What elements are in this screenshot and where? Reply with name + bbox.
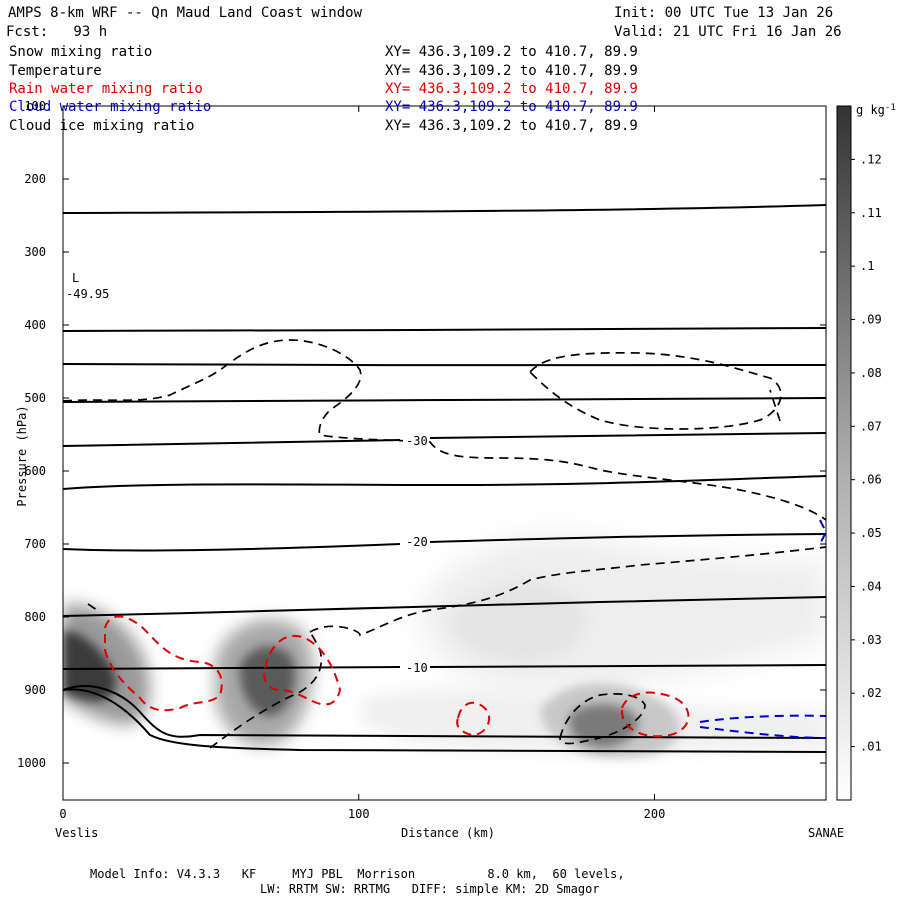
y-tick-label: 300 <box>24 245 46 259</box>
colorbar-tick-label: .1 <box>860 259 874 273</box>
left-endpoint-label: Veslis <box>55 826 98 840</box>
field-xy-snow: XY= 436.3,109.2 to 410.7, 89.9 <box>385 44 638 60</box>
field-name-cloud-water: Cloud water mixing ratio <box>9 99 212 115</box>
rain-water-contours <box>104 615 690 738</box>
init-time: Init: 00 UTC Tue 13 Jan 26 <box>614 5 834 21</box>
y-tick-label: 800 <box>24 610 46 624</box>
colorbar-tick-label: .04 <box>860 579 882 593</box>
y-tick-label: 900 <box>24 683 46 697</box>
colorbar <box>836 105 852 801</box>
y-tick-label: 500 <box>24 391 46 405</box>
minimum-value: -49.95 <box>66 287 109 301</box>
x-tick-label: 100 <box>348 807 370 821</box>
x-axis: 0 100 200 <box>59 106 665 821</box>
colorbar-tick-label: .08 <box>860 366 882 380</box>
cloud-ice-contours <box>63 339 826 749</box>
right-endpoint-label: SANAE <box>808 826 844 840</box>
y-tick-label: 600 <box>24 464 46 478</box>
model-info: Model Info: V4.3.3 KF MYJ PBL Morrison 8… <box>90 867 625 881</box>
temp-label-minus20: -20 <box>406 535 428 549</box>
temp-label-minus30: -30 <box>406 434 428 448</box>
forecast-hour: Fcst: 93 h <box>6 24 108 40</box>
colorbar-tick-label: .02 <box>860 686 882 700</box>
field-xy-cloud-water: XY= 436.3,109.2 to 410.7, 89.9 <box>385 99 638 115</box>
colorbar-tick-label: .05 <box>860 526 882 540</box>
y-tick-label: 100 <box>24 99 46 113</box>
colorbar-tick-label: .11 <box>860 206 882 220</box>
y-axis-label: Pressure (hPa) <box>15 405 29 506</box>
valid-time: Valid: 21 UTC Fri 16 Jan 26 <box>614 24 842 40</box>
temp-label-minus10: -10 <box>406 661 428 675</box>
colorbar-tick-label: .03 <box>860 633 882 647</box>
field-name-snow: Snow mixing ratio <box>9 44 153 60</box>
x-tick-label: 0 <box>59 807 66 821</box>
field-xy-temperature: XY= 436.3,109.2 to 410.7, 89.9 <box>385 63 638 79</box>
y-tick-label: 400 <box>24 318 46 332</box>
colorbar-unit: g kg-1 <box>856 103 896 117</box>
y-tick-label: 700 <box>24 537 46 551</box>
y-axis: 100 200 300 400 500 600 700 800 900 1000 <box>17 99 826 770</box>
plot-frame <box>62 105 827 801</box>
temperature-contours <box>63 204 826 753</box>
field-name-cloud-ice: Cloud ice mixing ratio <box>9 118 195 134</box>
field-xy-rain: XY= 436.3,109.2 to 410.7, 89.9 <box>385 81 638 97</box>
y-tick-label: 1000 <box>17 756 46 770</box>
y-tick-label: 200 <box>24 172 46 186</box>
cloud-water-contours <box>699 519 826 739</box>
minimum-marker: L <box>72 271 79 285</box>
colorbar-ticks: .01 .02 .03 .04 .05 .06 .07 .08 .09 .1 .11 .12 <box>851 152 882 754</box>
snow-shading <box>63 534 826 758</box>
colorbar-tick-label: .07 <box>860 419 882 433</box>
field-name-temperature: Temperature <box>9 63 102 79</box>
x-tick-label: 200 <box>644 807 666 821</box>
x-axis-label: Distance (km) <box>401 826 495 840</box>
field-xy-cloud-ice: XY= 436.3,109.2 to 410.7, 89.9 <box>385 118 638 134</box>
temperature-labels: -30 -20 -10 <box>403 434 429 675</box>
chart-title: AMPS 8-km WRF -- Qn Maud Land Coast wind… <box>8 5 363 21</box>
colorbar-tick-label: .01 <box>860 740 882 754</box>
physics-info: LW: RRTM SW: RRTMG DIFF: simple KM: 2D S… <box>260 882 600 896</box>
field-name-rain: Rain water mixing ratio <box>9 81 203 97</box>
colorbar-tick-label: .12 <box>860 152 882 166</box>
colorbar-tick-label: .06 <box>860 473 882 487</box>
colorbar-tick-label: .09 <box>860 313 882 327</box>
